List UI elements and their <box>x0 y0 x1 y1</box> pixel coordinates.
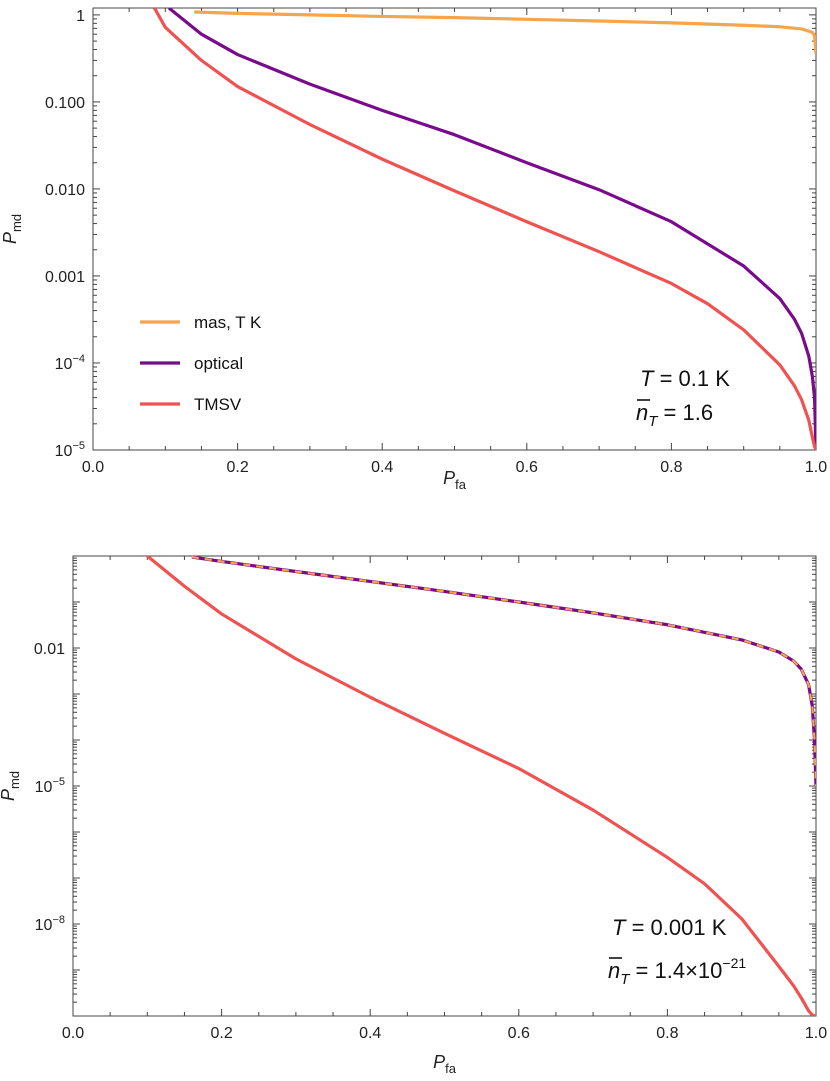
y-axis-label-main: P <box>0 789 18 801</box>
x-axis-label-sub: fa <box>445 1061 457 1076</box>
x-tick-label: 0.6 <box>516 459 538 476</box>
y-tick-base: 1 <box>76 8 85 25</box>
y-axis-label-main: P <box>0 232 20 244</box>
annotation-n-exponent: −21 <box>722 955 746 971</box>
y-tick-label: 0.100 <box>45 95 85 112</box>
x-tick-label: 0.0 <box>62 1025 84 1042</box>
y-tick-base: 10 <box>55 443 73 460</box>
series-line-optical <box>167 8 816 450</box>
annotation-photon-number: nT = 1.6 <box>636 400 713 430</box>
x-axis-label: Pfa <box>433 1052 457 1076</box>
annotation-n-sub: T <box>648 413 659 430</box>
y-tick-base: 10 <box>35 917 53 934</box>
series-line-tmsv <box>153 8 816 450</box>
plot-frame <box>72 555 817 1017</box>
y-tick-label: 10−5 <box>55 440 85 460</box>
y-tick-label: 10−8 <box>35 914 65 934</box>
x-axis-label-main: P <box>433 1052 445 1072</box>
y-tick-base: 0.01 <box>34 641 65 658</box>
x-tick-label: 0.8 <box>656 1025 678 1042</box>
y-tick-exponent: −8 <box>52 914 65 926</box>
annotation-photon-number: nT = 1.4×10−21 <box>608 955 746 988</box>
annotation-n-var: n <box>608 958 620 983</box>
annotation-n-value: = 1.6 <box>657 400 713 425</box>
x-tick-label: 0.4 <box>371 459 393 476</box>
y-tick-exponent: −5 <box>72 440 85 452</box>
y-axis-label: Pmd <box>0 214 24 244</box>
legend-label: mas, T K <box>194 313 262 332</box>
y-tick-base: 10 <box>55 356 73 373</box>
legend-label: TMSV <box>194 395 242 414</box>
legend-label: optical <box>194 354 243 373</box>
x-tick-label: 1.0 <box>805 1025 827 1042</box>
annotation-temp-var: T <box>612 915 627 940</box>
x-tick-label: 0.2 <box>210 1025 232 1042</box>
y-axis-label-sub: md <box>7 771 22 789</box>
y-tick-label: 0.001 <box>45 269 85 286</box>
series-line-mas-t-k <box>194 10 816 54</box>
annotation-temp-value: = 0.001 K <box>625 915 726 940</box>
series-line-0 <box>191 556 816 787</box>
annotation-n-value: = 1.4×10 <box>629 958 722 983</box>
series-line-2 <box>146 556 816 1016</box>
y-tick-label: 0.01 <box>34 641 65 658</box>
x-axis-label: Pfa <box>443 468 467 492</box>
series-line-1 <box>191 556 816 787</box>
y-axis-label: Pmd <box>0 771 22 801</box>
top-panel: 0.0 0.2 0.4 0.6 0.8 1.010.1000.0100.00110−410… <box>0 7 827 492</box>
y-tick-base: 0.001 <box>45 269 85 286</box>
y-tick-label: 10−5 <box>35 776 65 796</box>
x-tick-label: 0.4 <box>359 1025 381 1042</box>
annotation-temperature: T = 0.001 K <box>612 915 727 940</box>
x-tick-label: 0.8 <box>660 459 682 476</box>
y-tick-base: 0.010 <box>45 182 85 199</box>
y-tick-base: 0.100 <box>45 95 85 112</box>
y-tick-label: 1 <box>76 8 85 25</box>
y-tick-base: 10 <box>35 779 53 796</box>
x-tick-label: 0.6 <box>508 1025 530 1042</box>
y-tick-label: 10−4 <box>55 353 85 373</box>
annotation-n-sub: T <box>620 971 631 988</box>
y-axis-label-sub: md <box>9 214 24 232</box>
x-tick-label: 1.0 <box>805 459 827 476</box>
x-axis-label-sub: fa <box>455 477 467 492</box>
annotation-temp-value: = 0.1 K <box>653 366 730 391</box>
y-tick-exponent: −4 <box>72 353 85 365</box>
y-tick-exponent: −5 <box>52 776 65 788</box>
y-tick-label: 0.010 <box>45 182 85 199</box>
annotation-n-var: n <box>636 400 648 425</box>
annotation-temp-var: T <box>640 366 655 391</box>
x-axis-label-main: P <box>443 468 455 488</box>
annotation-temperature: T = 0.1 K <box>640 366 730 391</box>
x-tick-label: 0.2 <box>226 459 248 476</box>
x-tick-label: 0.0 <box>82 459 104 476</box>
